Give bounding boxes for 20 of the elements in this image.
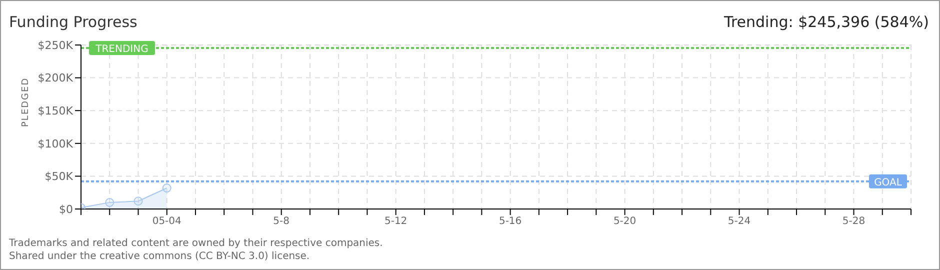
x-tick-label: 5-20 [613, 216, 636, 228]
y-tick-label: $150K [38, 104, 74, 118]
x-tick-label: 5-12 [384, 216, 408, 228]
y-tick-label: $250K [38, 38, 74, 52]
chart-title: Funding Progress [9, 13, 138, 31]
chart-subtitle: Trending: $245,396 (584%) [724, 13, 929, 31]
x-tick-label: 5-8 [273, 216, 290, 228]
ref-line-label: TRENDING [94, 44, 148, 56]
y-tick-label: $100K [38, 137, 74, 150]
x-tick-label: 5-16 [498, 216, 522, 228]
text: Trademarks and related content are owned by their respective companies. [9, 237, 383, 250]
text: Shared under the creative commons (CC BY-NC 3.0) license. [9, 250, 311, 263]
y-axis-title: PLEDGED [21, 77, 32, 127]
y-tick-label: $200K [38, 72, 74, 85]
x-tick-label: 05-04 [152, 216, 182, 228]
y-tick-label: $0 [59, 202, 73, 216]
x-tick-label: 5-24 [728, 216, 751, 228]
x-tick-label: 5-28 [842, 216, 866, 228]
y-tick-label: $50K [44, 170, 74, 184]
ref-line-label: GOAL [874, 177, 902, 188]
